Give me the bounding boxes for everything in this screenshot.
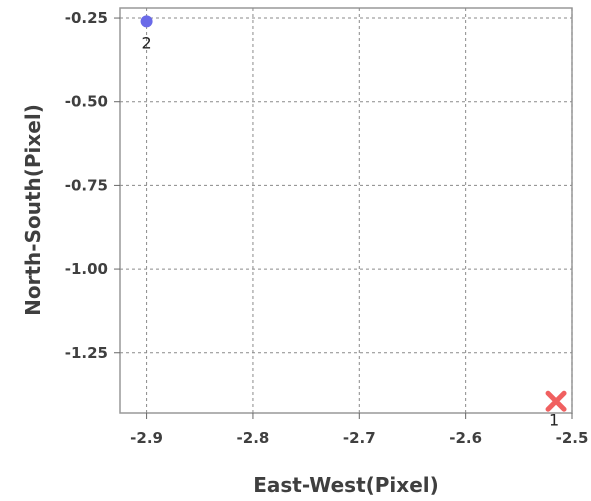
grid-lines (120, 8, 573, 413)
data-point-1 (545, 390, 567, 412)
y-tick-label: -1.25 (65, 344, 108, 362)
x-axis-title: East-West(Pixel) (253, 473, 439, 497)
y-tick-label: -0.50 (65, 93, 108, 111)
y-tick-label: -0.75 (65, 176, 108, 194)
point-label-1: 1 (549, 410, 559, 429)
plot-area (119, 7, 573, 414)
y-tick-label: -0.25 (65, 9, 108, 27)
x-tick-label: -2.6 (449, 429, 482, 447)
x-tick-label: -2.9 (130, 429, 163, 447)
y-axis-title: North-South(Pixel) (21, 104, 45, 316)
y-tick-label: -1.00 (65, 260, 108, 278)
data-point-2 (140, 15, 153, 28)
x-tick-label: -2.7 (343, 429, 376, 447)
point-label-2: 2 (141, 33, 151, 52)
x-tick-label: -2.5 (556, 429, 589, 447)
data-points: 21 (140, 15, 567, 429)
x-marker-stroke (545, 390, 567, 412)
x-tick-label: -2.8 (237, 429, 270, 447)
axis-ticks: -2.9 -2.8 -2.7 -2.6 -2.5 -0.25 -0.50 -0.75 -1.00… (65, 9, 589, 447)
